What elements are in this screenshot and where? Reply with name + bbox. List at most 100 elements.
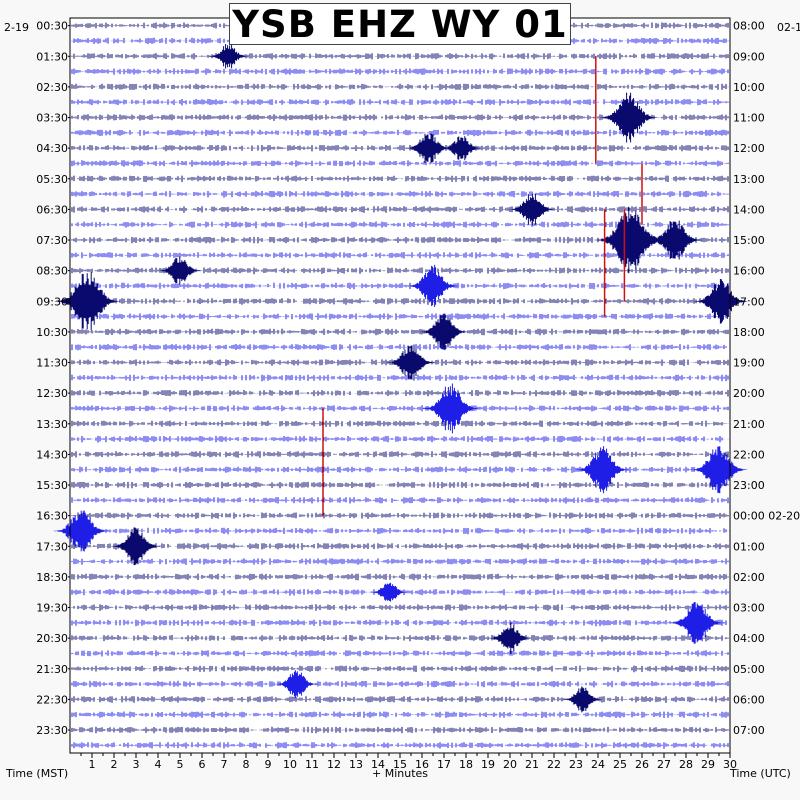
x-tick-label-21: 21 [525,758,539,771]
x-tick-label-7: 7 [221,758,228,771]
x-tick-label-6: 6 [199,758,206,771]
x-tick-label-18: 18 [459,758,473,771]
event-7 [158,256,202,285]
x-tick-label-29: 29 [701,758,715,771]
event-0 [208,44,249,69]
left-time-label: 05:30 [36,173,68,186]
right-time-label: 19:00 [733,357,765,370]
left-time-label: 01:30 [36,50,68,63]
event-19 [669,602,724,644]
x-tick-label-27: 27 [657,758,671,771]
left-time-label: 19:30 [36,602,68,615]
left-time-label: 11:30 [36,357,68,370]
right-time-label: 22:00 [733,448,765,461]
event-picks [322,56,643,516]
x-tick-label-14: 14 [371,758,385,771]
right-time-label: 16:00 [733,265,765,278]
event-15 [690,446,748,494]
x-tick-label-19: 19 [481,758,495,771]
right-time-label: 02:00 [733,571,765,584]
event-17 [111,527,161,566]
event-22 [562,686,603,713]
x-axis-label: + Minutes [372,767,429,780]
event-1 [600,92,658,143]
right-time-label: 07:00 [733,724,765,737]
right-time-label: 17:00 [733,295,765,308]
right-time-label: 09:00 [733,50,765,63]
event-4 [508,193,555,226]
left-time-label: 21:30 [36,663,68,676]
x-ticks: 1 2 3 4 5 6 7 8 9 10 11 12 13 14 15 16 17 18 19 20 21 22 23 24 2… [80,753,737,771]
left-time-label: 13:30 [36,418,68,431]
corner-date-left: 2-19 [4,21,29,34]
event-11 [419,313,469,351]
left-time-label: 10:30 [36,326,68,339]
x-tick-label-17: 17 [437,758,451,771]
x-tick-label-10: 10 [283,758,297,771]
x-tick-label-11: 11 [305,758,319,771]
event-6 [647,220,702,260]
left-time-label: 03:30 [36,112,68,125]
x-tick-label-3: 3 [133,758,140,771]
right-time-label: 13:00 [733,173,765,186]
x-tick-label-23: 23 [569,758,583,771]
left-time-label: 12:30 [36,387,68,400]
x-tick-label-4: 4 [155,758,162,771]
x-tick-label-8: 8 [243,758,250,771]
x-tick-label-26: 26 [635,758,649,771]
right-time-label: 12:00 [733,142,765,155]
x-tick-label-25: 25 [613,758,627,771]
event-16 [53,510,108,552]
left-time-label: 18:30 [36,571,68,584]
left-time-label: 02:30 [36,81,68,94]
event-21 [274,670,318,698]
right-time-label: 03:00 [733,602,765,615]
x-tick-label-15: 15 [393,758,407,771]
event-18 [370,582,408,602]
x-tick-label-12: 12 [327,758,341,771]
plot-area [70,18,730,753]
right-time-label: 06:00 [733,693,765,706]
x-tick-label-16: 16 [415,758,429,771]
right-time-label: 14:00 [733,203,765,216]
left-time-label: 04:30 [36,142,68,155]
y-axis-left-label: Time (MST) [6,767,69,780]
x-tick-label-24: 24 [591,758,605,771]
event-14 [575,446,630,494]
left-time-label: 22:30 [36,693,68,706]
right-time-label: 00:00 02-20 [733,510,800,523]
y-axis-right-label: Time (UTC) [730,767,791,780]
left-time-label: 14:30 [36,448,68,461]
x-tick-label-28: 28 [679,758,693,771]
left-time-label: 17:30 [36,540,68,553]
left-time-label: 00:30 [36,20,68,33]
left-time-label: 15:30 [36,479,68,492]
x-tick-label-9: 9 [265,758,272,771]
event-13 [421,383,479,434]
seismic-events [53,44,748,713]
x-tick-label-22: 22 [547,758,561,771]
chart-title: YSB EHZ WY 01 [229,3,571,46]
right-time-label: 05:00 [733,663,765,676]
x-tick-label-2: 2 [111,758,118,771]
left-time-label: 20:30 [36,632,68,645]
left-time-label: 06:30 [36,203,68,216]
right-time-label: 18:00 [733,326,765,339]
event-12 [386,344,436,381]
x-tick-label-30: 30 [723,758,737,771]
right-time-label: 15:00 [733,234,765,247]
event-20 [488,622,532,654]
left-time-label: 09:30 [36,295,68,308]
x-tick-label-13: 13 [349,758,363,771]
left-time-label: 07:30 [36,234,68,247]
event-3 [441,136,482,161]
right-time-label: 11:00 [733,112,765,125]
right-time-label: 01:00 [733,540,765,553]
event-8 [407,264,459,307]
x-tick-label-1: 1 [89,758,96,771]
right-time-label: 10:00 [733,81,765,94]
x-tick-label-20: 20 [503,758,517,771]
x-tick-label-5: 5 [177,758,184,771]
right-time-label: 20:00 [733,387,765,400]
